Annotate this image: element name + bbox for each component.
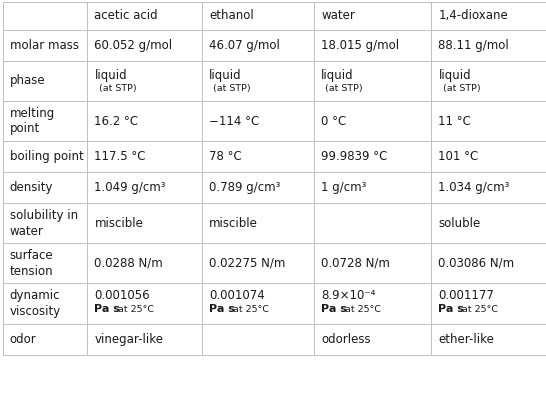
Text: 11 °C: 11 °C	[438, 115, 471, 128]
Text: (at STP): (at STP)	[213, 85, 251, 94]
Text: 1 g/cm³: 1 g/cm³	[321, 181, 366, 194]
Text: Pa s: Pa s	[321, 304, 347, 315]
Text: at 25°C: at 25°C	[462, 305, 498, 314]
Text: 117.5 °C: 117.5 °C	[94, 150, 146, 163]
Text: miscible: miscible	[209, 217, 258, 230]
Text: molar mass: molar mass	[10, 39, 79, 52]
Text: 0.001074: 0.001074	[209, 289, 265, 302]
Text: 0.02275 N/m: 0.02275 N/m	[209, 257, 286, 270]
Text: 99.9839 °C: 99.9839 °C	[321, 150, 388, 163]
Text: dynamic
viscosity: dynamic viscosity	[10, 289, 61, 318]
Text: ether-like: ether-like	[438, 333, 494, 346]
Text: Pa s: Pa s	[438, 304, 464, 315]
Text: 1.034 g/cm³: 1.034 g/cm³	[438, 181, 510, 194]
Text: 0.001056: 0.001056	[94, 289, 150, 302]
Text: 0.0728 N/m: 0.0728 N/m	[321, 257, 390, 270]
Text: 0.0288 N/m: 0.0288 N/m	[94, 257, 163, 270]
Text: water: water	[321, 9, 355, 22]
Text: odorless: odorless	[321, 333, 371, 346]
Text: 0.789 g/cm³: 0.789 g/cm³	[209, 181, 281, 194]
Text: (at STP): (at STP)	[325, 85, 363, 94]
Text: liquid: liquid	[209, 69, 242, 82]
Text: solubility in
water: solubility in water	[10, 209, 78, 238]
Text: acetic acid: acetic acid	[94, 9, 158, 22]
Text: 16.2 °C: 16.2 °C	[94, 115, 139, 128]
Text: 0 °C: 0 °C	[321, 115, 346, 128]
Text: soluble: soluble	[438, 217, 480, 230]
Text: at 25°C: at 25°C	[233, 305, 269, 314]
Text: 46.07 g/mol: 46.07 g/mol	[209, 39, 280, 52]
Text: boiling point: boiling point	[10, 150, 84, 163]
Text: 1,4-dioxane: 1,4-dioxane	[438, 9, 508, 22]
Text: surface
tension: surface tension	[10, 249, 54, 278]
Text: 101 °C: 101 °C	[438, 150, 479, 163]
Text: 18.015 g/mol: 18.015 g/mol	[321, 39, 399, 52]
Text: 8.9×10⁻⁴: 8.9×10⁻⁴	[321, 289, 376, 302]
Text: density: density	[10, 181, 54, 194]
Text: 88.11 g/mol: 88.11 g/mol	[438, 39, 509, 52]
Text: melting
point: melting point	[10, 107, 55, 135]
Text: Pa s: Pa s	[94, 304, 120, 315]
Text: liquid: liquid	[438, 69, 471, 82]
Text: Pa s: Pa s	[209, 304, 235, 315]
Text: (at STP): (at STP)	[443, 85, 480, 94]
Text: at 25°C: at 25°C	[345, 305, 381, 314]
Text: phase: phase	[10, 74, 45, 88]
Text: −114 °C: −114 °C	[209, 115, 259, 128]
Text: odor: odor	[10, 333, 37, 346]
Text: at 25°C: at 25°C	[118, 305, 155, 314]
Text: vinegar-like: vinegar-like	[94, 333, 163, 346]
Text: 60.052 g/mol: 60.052 g/mol	[94, 39, 173, 52]
Text: liquid: liquid	[94, 69, 127, 82]
Text: ethanol: ethanol	[209, 9, 254, 22]
Text: 78 °C: 78 °C	[209, 150, 242, 163]
Text: 1.049 g/cm³: 1.049 g/cm³	[94, 181, 166, 194]
Text: miscible: miscible	[94, 217, 144, 230]
Text: (at STP): (at STP)	[99, 85, 136, 94]
Text: 0.001177: 0.001177	[438, 289, 494, 302]
Text: 0.03086 N/m: 0.03086 N/m	[438, 257, 514, 270]
Text: liquid: liquid	[321, 69, 354, 82]
